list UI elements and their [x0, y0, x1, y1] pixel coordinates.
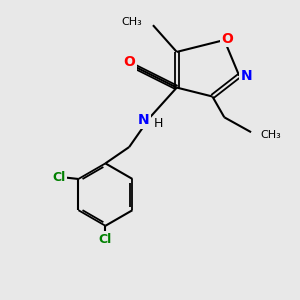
- Text: N: N: [241, 69, 252, 83]
- Text: CH₃: CH₃: [260, 130, 281, 140]
- Text: O: O: [221, 32, 233, 46]
- Text: Cl: Cl: [99, 233, 112, 246]
- Text: H: H: [154, 117, 164, 130]
- Text: CH₃: CH₃: [122, 17, 142, 27]
- Text: Cl: Cl: [52, 171, 66, 184]
- Text: N: N: [138, 113, 150, 127]
- Text: O: O: [123, 55, 135, 69]
